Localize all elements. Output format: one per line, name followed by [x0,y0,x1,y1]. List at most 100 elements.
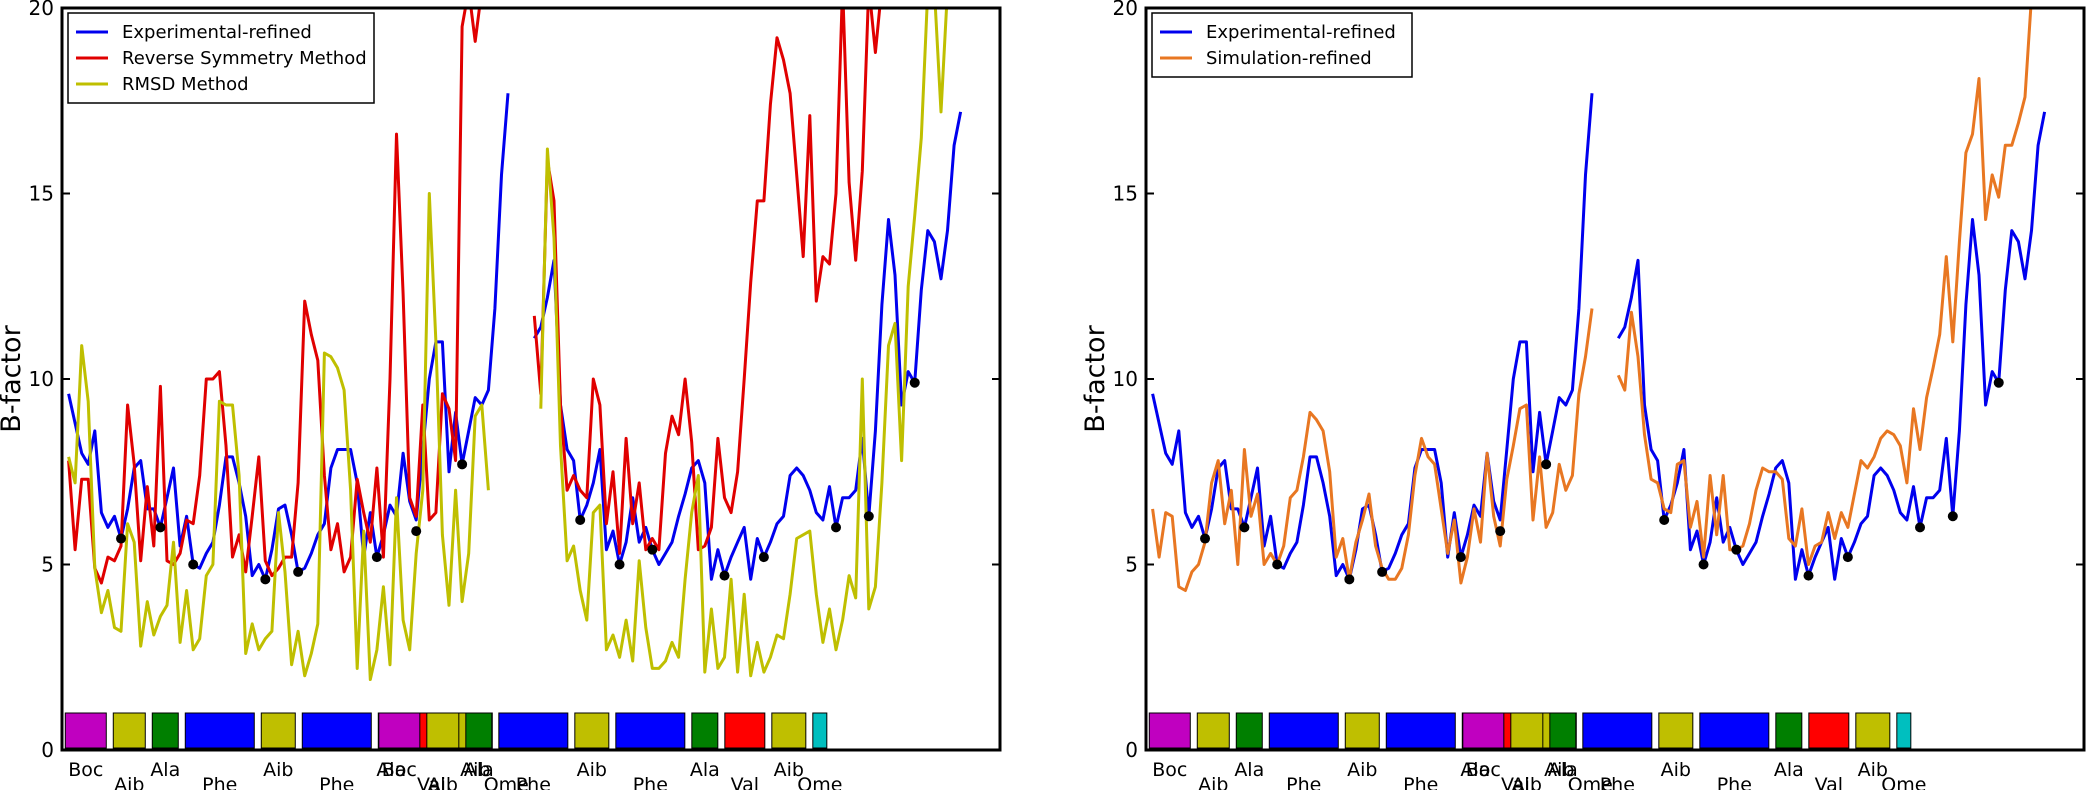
data-marker [1915,522,1926,533]
residue-label-ala: Ala [150,759,180,781]
residue-box-boc [1148,712,1191,749]
residue-label-ome: Ome [797,774,842,790]
residue-label-val: Val [731,774,759,790]
residue-label-aib: Aib [1858,759,1888,781]
residue-box-aib [1510,712,1544,749]
residue-box-ala [465,712,493,749]
data-marker [909,377,920,388]
residue-box-ala [1235,712,1263,749]
data-marker [155,522,166,533]
residue-box-aib [1658,712,1694,749]
y-tick-label: 5 [1125,553,1138,577]
residue-label-ala: Ala [1774,759,1804,781]
data-marker [758,552,769,563]
data-marker [614,559,625,570]
data-marker [457,459,468,470]
residue-box-ome [812,712,828,749]
y-tick-label: 20 [29,0,54,20]
residue-box-ala [151,712,179,749]
legend-entry: Experimental-refined [1206,22,1396,43]
residue-box-phe [1699,712,1770,749]
data-marker [1455,552,1466,563]
residue-label-phe: Phe [202,774,237,790]
residue-label-boc: Boc [382,759,417,781]
residue-box-ala [691,712,719,749]
legend-entry: Simulation-refined [1206,48,1372,69]
residue-box-aib [112,712,146,749]
residue-box-phe [1385,712,1456,749]
series-line-2-segment-1 [1151,308,1594,592]
data-marker [1698,559,1709,570]
residue-box-phe [1268,712,1339,749]
residue-box-phe [1582,712,1653,749]
data-marker [1344,574,1355,585]
data-marker [116,533,127,544]
data-marker [260,574,271,585]
data-marker [1272,559,1283,570]
residue-label-aib: Aib [263,759,293,781]
chart-panel-2: BocAibAlaPheAibPheAlaValAibOmeBocAibAlaP… [1080,0,2086,790]
residue-label-aib: Aib [114,774,144,790]
residue-box-ala [1549,712,1577,749]
residue-label-boc: Boc [68,759,103,781]
residue-label-phe: Phe [516,774,551,790]
residue-box-boc [1462,712,1505,749]
residue-label-aib: Aib [1347,759,1377,781]
data-marker [411,526,422,537]
residue-label-phe: Phe [633,774,668,790]
y-tick-label: 15 [1113,182,1138,206]
residue-box-val [1808,712,1850,749]
residue-box-aib [771,712,807,749]
residue-label-phe: Phe [319,774,354,790]
residue-label-aib: Aib [1512,774,1542,790]
residue-label-phe: Phe [1600,774,1635,790]
residue-label-ome: Ome [1568,774,1613,790]
residue-box-val [724,712,766,749]
data-marker [1377,566,1388,577]
data-marker [831,522,842,533]
residue-label-boc: Boc [1152,759,1187,781]
residue-box-boc [378,712,421,749]
residue-box-boc [64,712,107,749]
residue-label-ala: Ala [690,759,720,781]
residue-box-aib [426,712,460,749]
plot-area [1151,8,2047,592]
residue-box-ome [1896,712,1912,749]
series-line-2-segment-2 [1616,8,2033,566]
residue-label-val: Val [417,774,445,790]
y-tick-label: 10 [1113,367,1138,391]
chart-panel-1: BocAibAlaPheAibPheAlaValAibOmeBocAibAlaP… [0,0,1002,790]
residue-label-val: Val [1501,774,1529,790]
data-marker [1200,533,1211,544]
series-line-1-segment-2 [1617,111,2047,581]
residue-label-val: Val [1815,774,1843,790]
data-marker [188,559,199,570]
y-tick-label: 10 [29,367,54,391]
data-marker [1659,514,1670,525]
residue-label-ala: Ala [464,759,494,781]
series-line-2-segment-2 [532,8,882,555]
data-marker [371,552,382,563]
residue-label-ome: Ome [484,774,529,790]
residue-box-aib [1855,712,1891,749]
plot-area [67,8,963,681]
residue-label-aib: Aib [577,759,607,781]
residue-label-phe: Phe [1286,774,1321,790]
y-tick-label: 0 [1125,738,1138,762]
series-line-1-segment-1 [1151,93,1594,581]
data-marker [293,566,304,577]
residue-label-aib: Aib [774,759,804,781]
residue-label-ala: Ala [376,759,406,781]
residue-label-aib: Aib [1544,759,1574,781]
y-tick-label: 15 [29,182,54,206]
data-marker [1495,526,1506,537]
residue-box-aib [1344,712,1380,749]
y-tick-label: 0 [41,738,54,762]
residue-box-phe [184,712,255,749]
series-line-1-segment-2 [533,111,963,581]
residue-label-aib: Aib [1198,774,1228,790]
data-marker [1803,570,1814,581]
residue-label-phe: Phe [1717,774,1752,790]
axes-frame [1144,6,2086,752]
